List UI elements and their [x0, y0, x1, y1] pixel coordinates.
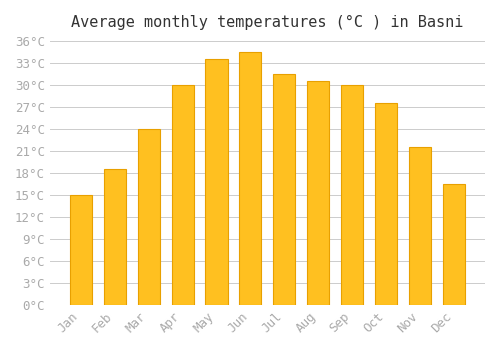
Bar	[138, 129, 160, 305]
Bar	[443, 184, 465, 305]
Bar	[70, 195, 92, 305]
Bar	[274, 74, 295, 305]
Title: Average monthly temperatures (°C ) in Basni: Average monthly temperatures (°C ) in Ba…	[71, 15, 464, 30]
Bar	[375, 103, 398, 305]
Bar	[308, 81, 330, 305]
Bar	[409, 147, 432, 305]
Bar	[206, 59, 228, 305]
Bar	[240, 52, 262, 305]
Bar	[104, 169, 126, 305]
Bar	[342, 85, 363, 305]
Bar	[172, 85, 194, 305]
